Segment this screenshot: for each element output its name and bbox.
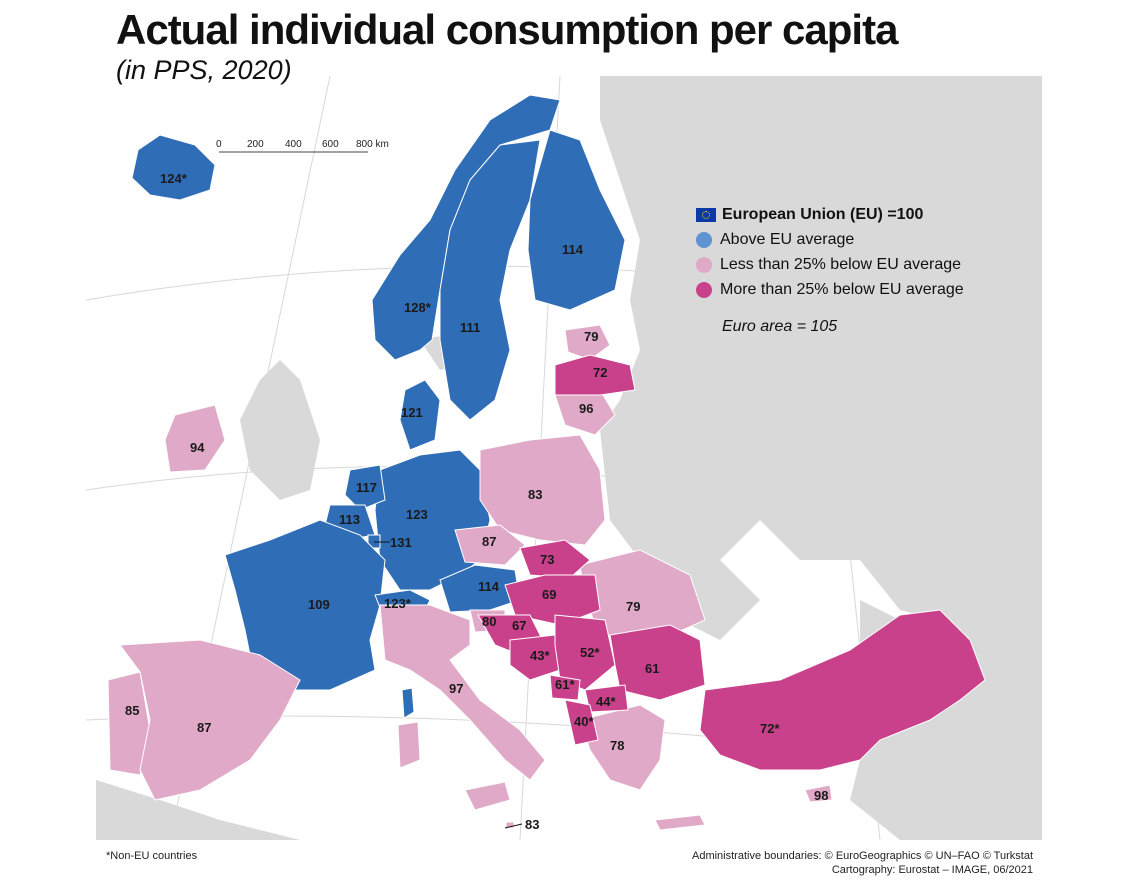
region-italy [379,604,546,781]
region-label: 61 [645,661,659,676]
region-spain [119,639,301,801]
region-label: 113 [339,512,360,527]
region-label: 72* [760,721,780,736]
region-label: 61* [555,677,575,692]
scale-tick: 400 [285,139,302,150]
region-france [224,519,386,691]
region-label: 40* [574,714,594,729]
leader-lines [374,541,523,829]
region-labels: 124* 128* 111 114 79 72 96 121 94 117 11… [125,171,828,832]
region-denmark [399,379,441,451]
scale-tick: 200 [247,139,264,150]
legend-title: European Union (EU) =100 [722,205,924,223]
region-label: 98 [814,788,828,803]
legend-swatch-circle-icon [696,231,712,248]
scale-bar: 0 200 400 600 800 km [216,139,389,153]
legend-item-label: Above EU average [720,230,855,248]
region-label: 85 [125,703,139,718]
region-label: 78 [610,738,624,753]
region-label: 73 [540,552,554,567]
region-sweden [439,139,541,421]
region-montenegro [549,674,581,701]
region-label: 80 [482,614,496,629]
region-albania [564,699,599,746]
region-label: 97 [449,681,463,696]
region-label: 67 [512,618,526,633]
region-czechia [454,524,526,566]
region-label: 114 [562,242,584,257]
region-label: 43* [530,648,550,663]
region-netherlands [344,464,386,511]
region-label: 72 [593,365,607,380]
region-label: 83 [525,817,539,832]
region-label: 117 [356,480,377,495]
region-iceland [131,134,216,201]
region-label: 79 [626,599,640,614]
legend: European Union (EU) =100 Above EU averag… [696,202,964,302]
region-label: 87 [482,534,496,549]
region-bosnia [509,634,561,681]
region-ireland [164,404,226,473]
legend-item: Less than 25% below EU average [696,252,964,277]
scale-tick: 0 [216,139,222,150]
more-below-regions [477,354,986,771]
region-label: 121 [401,405,423,420]
region-label: 83 [528,487,542,502]
region-estonia [564,324,611,361]
region-crete [654,814,706,831]
scale-tick: 600 [322,139,339,150]
region-latvia [554,354,636,396]
region-label: 96 [579,401,593,416]
region-corsica [401,687,415,719]
legend-item: Above EU average [696,227,964,252]
region-label: 128* [404,300,432,315]
region-label: 131 [390,535,412,550]
region-poland [479,434,606,546]
region-label: 111 [460,320,480,335]
legend-header: European Union (EU) =100 [696,202,964,227]
map-subtitle: (in PPS, 2020) [116,55,292,85]
region-sicily [464,781,511,811]
region-bulgaria [609,624,706,701]
region-cyprus [804,784,833,803]
region-label: 52* [580,645,600,660]
euro-area-note: Euro area = 105 [722,318,838,335]
credit-line: Cartography: Eurostat – IMAGE, 06/2021 [831,864,1033,876]
legend-item: More than 25% below EU average [696,277,964,302]
region-label: 69 [542,587,556,602]
region-label: 94 [190,440,205,455]
region-label: 114 [478,579,500,594]
legend-item-label: Less than 25% below EU average [720,255,962,273]
above-average-regions [131,94,626,719]
scale-tick: 800 km [356,139,389,150]
region-slovakia [519,539,591,579]
region-finland [527,129,626,311]
legend-item-label: More than 25% below EU average [720,280,964,298]
region-label: 87 [197,720,211,735]
region-label: 123 [406,507,428,522]
region-turkey [699,609,986,771]
region-label: 44* [596,694,616,709]
legend-swatch-circle-icon [696,256,712,273]
eu-flag-icon [696,207,716,222]
footnote: *Non-EU countries [106,850,198,862]
region-sardinia [397,721,421,769]
map-title: Actual individual consumption per capita [116,6,898,53]
credits: Administrative boundaries: © EuroGeograp… [692,849,1033,877]
region-label: 123* [384,596,412,611]
less-below-regions [107,324,833,831]
legend-swatch-circle-icon [696,281,712,298]
region-label: 124* [160,171,188,186]
region-label: 79 [584,329,598,344]
credit-line: Administrative boundaries: © EuroGeograp… [691,850,1033,862]
region-label: 109 [308,597,330,612]
region-greece [579,704,666,791]
